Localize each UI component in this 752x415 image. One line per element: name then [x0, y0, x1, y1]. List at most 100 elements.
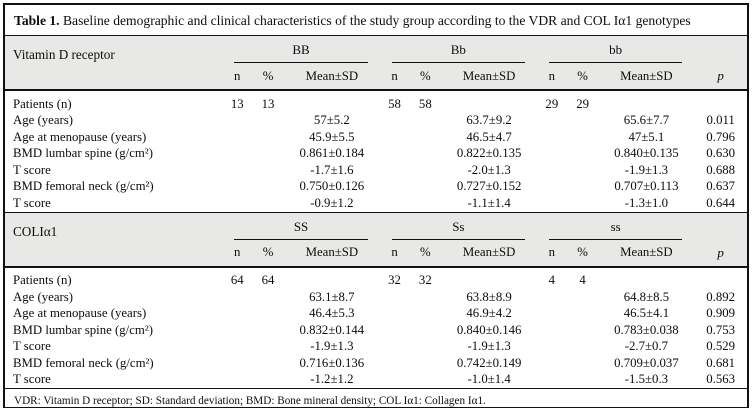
n-cell	[222, 162, 253, 179]
genotype-label: BB	[234, 42, 368, 63]
n-cell	[222, 355, 253, 372]
table-title: Table 1. Baseline demographic and clinic…	[5, 5, 747, 36]
col-header-n: n	[222, 239, 253, 268]
section-title: Vitamin D receptor	[5, 36, 223, 63]
n-cell	[222, 112, 253, 129]
table-row: T score -0.9±1.2 -1.1±1.4 -1.3±1.0 0.644	[5, 195, 747, 213]
row-label: Age at menopause (years)	[5, 129, 223, 146]
percent-cell	[409, 305, 442, 322]
n-cell	[379, 178, 410, 195]
p-value-cell: 0.753	[694, 322, 747, 339]
mean-sd-cell: -0.9±1.2	[283, 195, 380, 213]
table-row: T score -1.9±1.3 -1.9±1.3 -2.7±0.7 0.529	[5, 338, 747, 355]
percent-cell	[252, 112, 284, 129]
row-label: Patients (n)	[5, 90, 223, 113]
mean-sd-cell	[441, 266, 537, 289]
p-value-cell	[694, 266, 747, 289]
subheader-row: n % Mean±SD n % Mean±SD n % Mean±SD p	[5, 63, 747, 91]
mean-sd-cell: 0.861±0.184	[283, 145, 380, 162]
n-cell	[222, 129, 253, 146]
n-cell: 29	[536, 90, 567, 113]
n-cell	[536, 371, 567, 389]
n-cell	[536, 178, 567, 195]
section-header-row: Vitamin D receptor BB Bb bb	[5, 36, 747, 63]
n-cell: 64	[222, 266, 253, 289]
col-header-percent: %	[409, 239, 442, 268]
table-row: BMD femoral neck (g/cm²) 0.716±0.136 0.742…	[5, 355, 747, 372]
mean-sd-cell: 0.840±0.135	[598, 145, 695, 162]
n-cell	[379, 355, 410, 372]
spacer-cell	[5, 63, 223, 91]
percent-cell	[566, 195, 599, 213]
mean-sd-cell: -1.0±1.4	[441, 371, 537, 389]
table-row: Age (years) 57±5.2 63.7±9.2 65.6±7.7 0.011	[5, 112, 747, 129]
percent-cell	[252, 305, 284, 322]
row-label: BMD lumbar spine (g/cm²)	[5, 145, 223, 162]
n-cell	[536, 195, 567, 213]
mean-sd-cell	[283, 90, 380, 113]
col-header-percent: %	[252, 239, 284, 268]
section-body-col1a1: Patients (n) 64 64 32 32 4 4 Age (years) 63.1±8.…	[5, 266, 747, 389]
percent-cell	[252, 322, 284, 339]
n-cell	[222, 371, 253, 389]
percent-cell	[409, 129, 442, 146]
row-label: Patients (n)	[5, 266, 223, 289]
n-cell: 13	[222, 90, 253, 113]
genotype-label: bb	[548, 42, 683, 63]
table-footnote: VDR: Vitamin D receptor; SD: Standard de…	[5, 389, 747, 407]
subheader-row: n % Mean±SD n % Mean±SD n % Mean±SD p	[5, 239, 747, 268]
n-cell	[536, 289, 567, 306]
table-row: Patients (n) 64 64 32 32 4 4	[5, 266, 747, 289]
col-header-percent: %	[566, 63, 599, 91]
data-table: Vitamin D receptor BB Bb bb n % Mean±SD …	[5, 36, 747, 389]
mean-sd-cell	[598, 90, 695, 113]
mean-sd-cell: 63.1±8.7	[283, 289, 380, 306]
mean-sd-cell: -1.3±1.0	[598, 195, 695, 213]
mean-sd-cell: -2.7±0.7	[598, 338, 695, 355]
col-header-percent: %	[252, 63, 284, 91]
percent-cell	[252, 338, 284, 355]
mean-sd-cell: 0.832±0.144	[283, 322, 380, 339]
n-cell	[379, 338, 410, 355]
mean-sd-cell	[441, 90, 537, 113]
percent-cell: 4	[566, 266, 599, 289]
mean-sd-cell: 65.6±7.7	[598, 112, 695, 129]
n-cell	[222, 145, 253, 162]
mean-sd-cell: 0.840±0.146	[441, 322, 537, 339]
col-header-mean-sd: Mean±SD	[441, 63, 537, 91]
percent-cell	[566, 129, 599, 146]
n-cell	[379, 129, 410, 146]
section-title: COLIα1	[5, 212, 223, 240]
col-header-p: p	[694, 63, 747, 91]
table-row: BMD femoral neck (g/cm²) 0.750±0.126 0.727…	[5, 178, 747, 195]
percent-cell	[252, 289, 284, 306]
percent-cell	[566, 162, 599, 179]
genotype-header-cell: BB	[222, 36, 380, 63]
mean-sd-cell: -1.9±1.3	[283, 338, 380, 355]
n-cell	[379, 322, 410, 339]
n-cell	[536, 112, 567, 129]
percent-cell	[409, 112, 442, 129]
percent-cell	[409, 371, 442, 389]
percent-cell	[252, 195, 284, 213]
row-label: T score	[5, 162, 223, 179]
mean-sd-cell: 63.7±9.2	[441, 112, 537, 129]
percent-cell	[566, 305, 599, 322]
mean-sd-cell: 45.9±5.5	[283, 129, 380, 146]
n-cell: 32	[379, 266, 410, 289]
mean-sd-cell: -1.5±0.3	[598, 371, 695, 389]
p-value-cell: 0.681	[694, 355, 747, 372]
n-cell	[222, 305, 253, 322]
n-cell	[379, 305, 410, 322]
p-value-cell: 0.796	[694, 129, 747, 146]
row-label: BMD femoral neck (g/cm²)	[5, 355, 223, 372]
percent-cell	[566, 289, 599, 306]
p-value-cell	[694, 90, 747, 113]
table-title-label: Table 1.	[14, 13, 60, 28]
n-cell: 58	[379, 90, 410, 113]
percent-cell	[409, 195, 442, 213]
n-cell	[536, 129, 567, 146]
p-value-cell: 0.644	[694, 195, 747, 213]
genotype-header-cell: Ss	[379, 212, 537, 240]
mean-sd-cell: 0.822±0.135	[441, 145, 537, 162]
